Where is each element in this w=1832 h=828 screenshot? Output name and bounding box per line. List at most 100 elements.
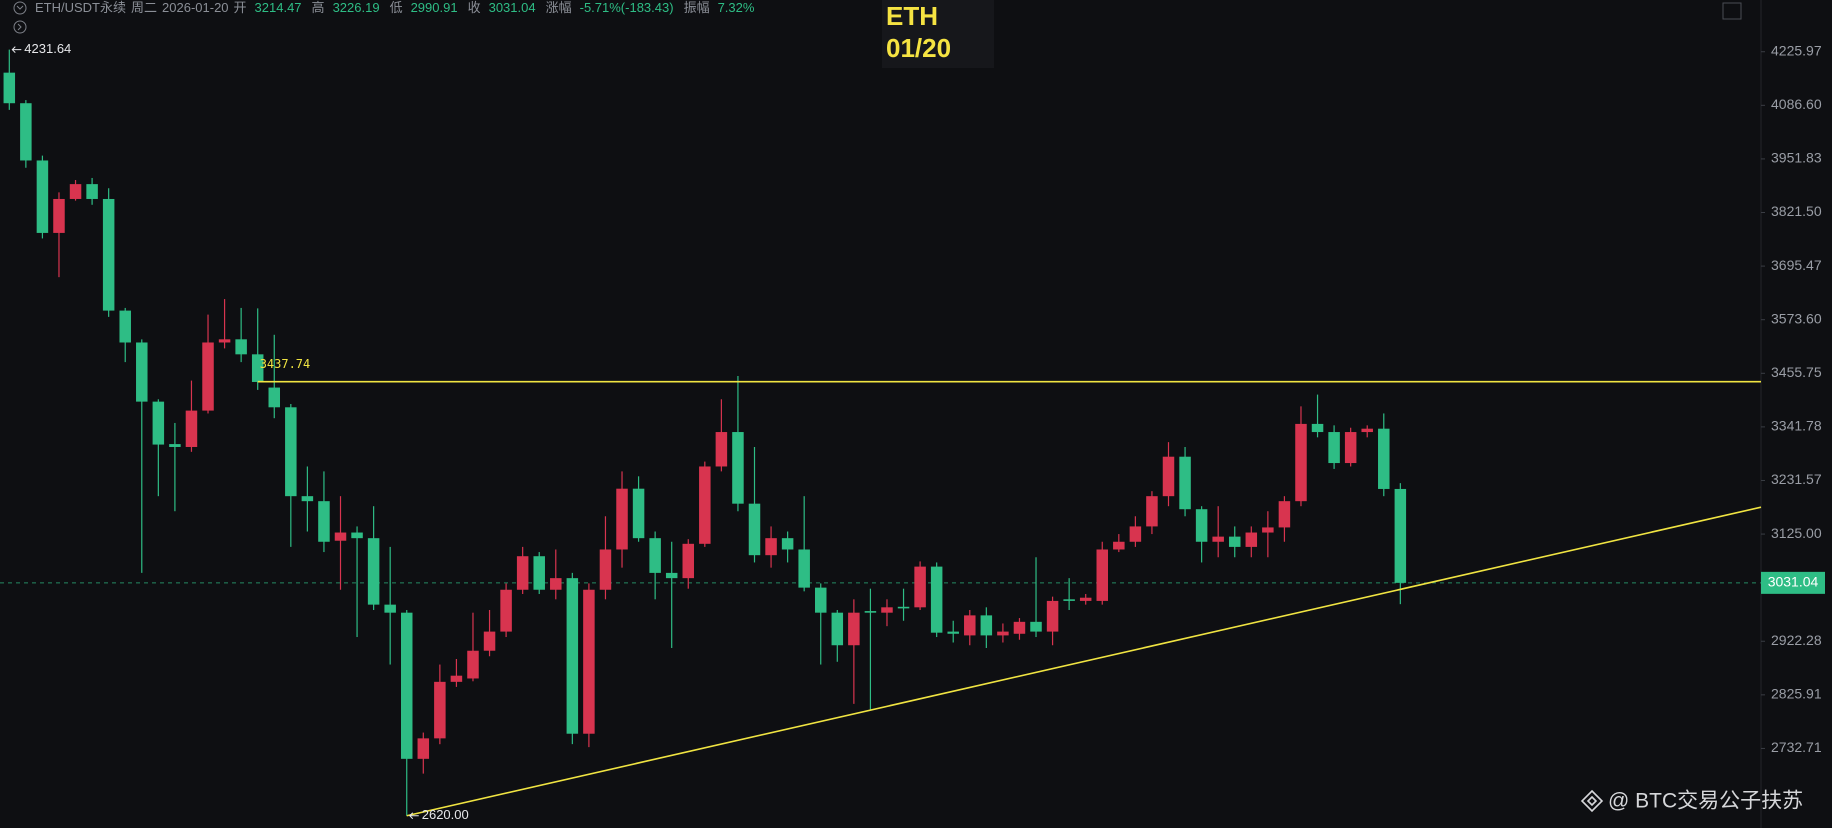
title-box [882, 0, 994, 68]
candle-body [20, 103, 32, 161]
candle-body [450, 675, 463, 682]
candle-body [616, 488, 628, 550]
candle-body [136, 342, 148, 402]
candle-body [119, 310, 131, 343]
field-label: 低 [389, 0, 403, 15]
expand-icon[interactable] [13, 20, 27, 34]
candle-body [533, 556, 545, 590]
resistance-label: 3437.74 [260, 357, 311, 371]
candle-body [1212, 536, 1224, 542]
candle-body [384, 604, 396, 613]
header-field: 高 3226.19 [312, 0, 385, 15]
candle-body [1046, 600, 1059, 632]
candle-body [202, 342, 214, 411]
candle-body [930, 566, 943, 633]
candle-body [36, 160, 49, 233]
candle-body [1394, 488, 1407, 583]
field-value: 3226.19 [332, 0, 380, 15]
candle-body [682, 543, 695, 579]
candle-body [1361, 428, 1373, 433]
candle-body [102, 198, 115, 311]
candle-body [1079, 597, 1092, 601]
header-date: 2026-01-20 [162, 0, 229, 15]
y-tick-label: 3821.50 [1771, 203, 1822, 219]
candle-body [152, 401, 165, 445]
candle-body [980, 615, 993, 636]
last-price-label: 3031.04 [1768, 574, 1819, 590]
candle-body [86, 184, 98, 199]
candle-body [1030, 621, 1042, 632]
candle-body [997, 631, 1009, 636]
high-arrow [11, 46, 22, 53]
y-tick-label: 3951.83 [1771, 150, 1822, 166]
candle-body [483, 631, 496, 651]
field-value: 7.32% [717, 0, 755, 15]
chart-title: ETH [886, 1, 938, 31]
chart-subtitle: 01/20 [886, 33, 951, 63]
y-tick-label: 3341.78 [1771, 418, 1822, 434]
candle-body [964, 615, 976, 636]
candle-body [649, 538, 661, 573]
candle-body [268, 387, 281, 408]
y-tick-label: 3455.75 [1771, 364, 1822, 380]
candle-body [500, 589, 512, 632]
candle-body [1278, 501, 1291, 528]
y-tick-label: 2825.91 [1771, 686, 1822, 702]
candle-body [1262, 527, 1274, 533]
candle-body [1195, 509, 1208, 542]
candle-body [798, 549, 810, 588]
candle-body [1245, 532, 1258, 547]
candle-body [1328, 432, 1340, 464]
high-label: 4231.64 [24, 41, 71, 56]
candle-body [285, 407, 297, 497]
layout-icon[interactable] [1722, 2, 1742, 20]
candle-body [3, 72, 16, 104]
candle-body [169, 444, 181, 447]
header-field: 涨幅 -5.71%(-183.43) [546, 0, 679, 15]
candle-body [1129, 526, 1142, 542]
candle-body [1113, 541, 1125, 550]
header-field: 开 3214.47 [234, 0, 307, 15]
trendline [406, 506, 1762, 817]
candle-body [632, 488, 645, 539]
candle-body [218, 339, 231, 343]
candle-body [1013, 621, 1026, 634]
y-tick-label: 3125.00 [1771, 525, 1822, 541]
y-tick-label: 4225.97 [1771, 42, 1822, 58]
low-arrow [409, 812, 419, 820]
y-tick-label: 2732.71 [1771, 739, 1822, 755]
candle-body [351, 532, 363, 539]
header-field: 收 3031.04 [468, 0, 541, 15]
candle-body [583, 589, 595, 734]
y-tick-label: 2922.28 [1771, 632, 1822, 648]
candle-body [301, 496, 314, 502]
field-value: 2990.91 [410, 0, 458, 15]
y-tick-label: 4086.60 [1771, 96, 1822, 112]
collapse-icon[interactable] [13, 1, 27, 15]
candle-body [367, 538, 380, 605]
candle-body [765, 538, 777, 556]
y-tick-label: 3231.57 [1771, 471, 1822, 487]
watermark-logo [1580, 789, 1604, 813]
candle-body [781, 538, 794, 550]
field-label: 振幅 [683, 0, 710, 15]
header-field: 低 2990.91 [390, 0, 463, 15]
candle-body [318, 501, 330, 542]
candle-body [864, 611, 877, 613]
candle-body [566, 578, 579, 734]
field-label: 涨幅 [545, 0, 572, 15]
candle-body [550, 578, 562, 590]
candle-body [1162, 456, 1175, 497]
candle-body [467, 650, 479, 679]
candle-body [1146, 496, 1158, 527]
candle-body [334, 532, 347, 541]
candle-body [814, 587, 827, 613]
candle-body [848, 612, 860, 646]
candle-body [235, 339, 247, 355]
candle-body [1295, 423, 1307, 502]
expand-icon-glyph [17, 23, 22, 31]
candle-body [1179, 456, 1191, 510]
field-label: 收 [467, 0, 481, 15]
